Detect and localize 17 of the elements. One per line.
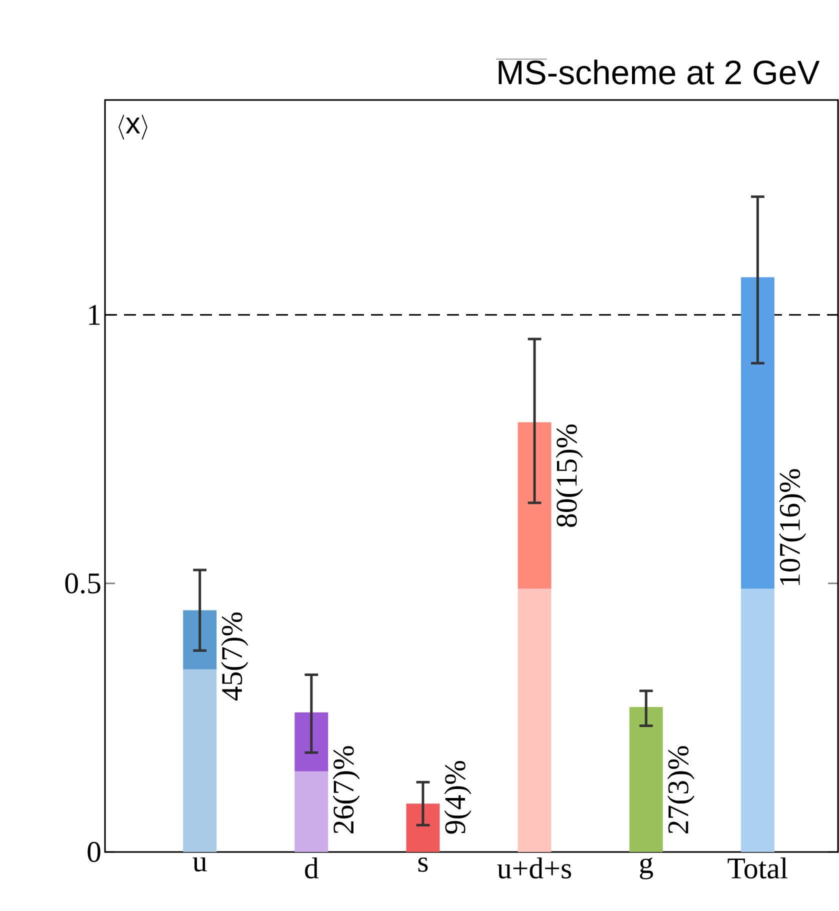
x-tick-label: s	[418, 858, 428, 872]
x-tick-label: Total	[728, 858, 788, 879]
y-tick-label: 0.5	[65, 573, 100, 594]
chart-title: $\overline{\mbox{MS}}\mbox{-scheme at 2 GeV}$	[496, 59, 820, 84]
y-tick-label: 1	[89, 304, 100, 325]
annotation: 107(16)%	[778, 469, 806, 585]
annotation: 45(7)%	[221, 612, 248, 701]
x-tick-label: u	[192, 858, 207, 872]
annotation: 27(3)%	[667, 746, 694, 834]
y-tick-label: 0	[88, 842, 100, 862]
x-tick-label: g	[640, 858, 654, 880]
annotation: 9(4)%	[444, 761, 472, 834]
x-tick-label: d	[305, 858, 319, 879]
y-axis-title: $\langle \mathrm{x}\rangle$	[118, 114, 148, 140]
annotation: 26(7)%	[332, 746, 360, 834]
x-tick-label: u+d+s	[497, 858, 572, 879]
annotation: 80(15)%	[556, 424, 583, 527]
